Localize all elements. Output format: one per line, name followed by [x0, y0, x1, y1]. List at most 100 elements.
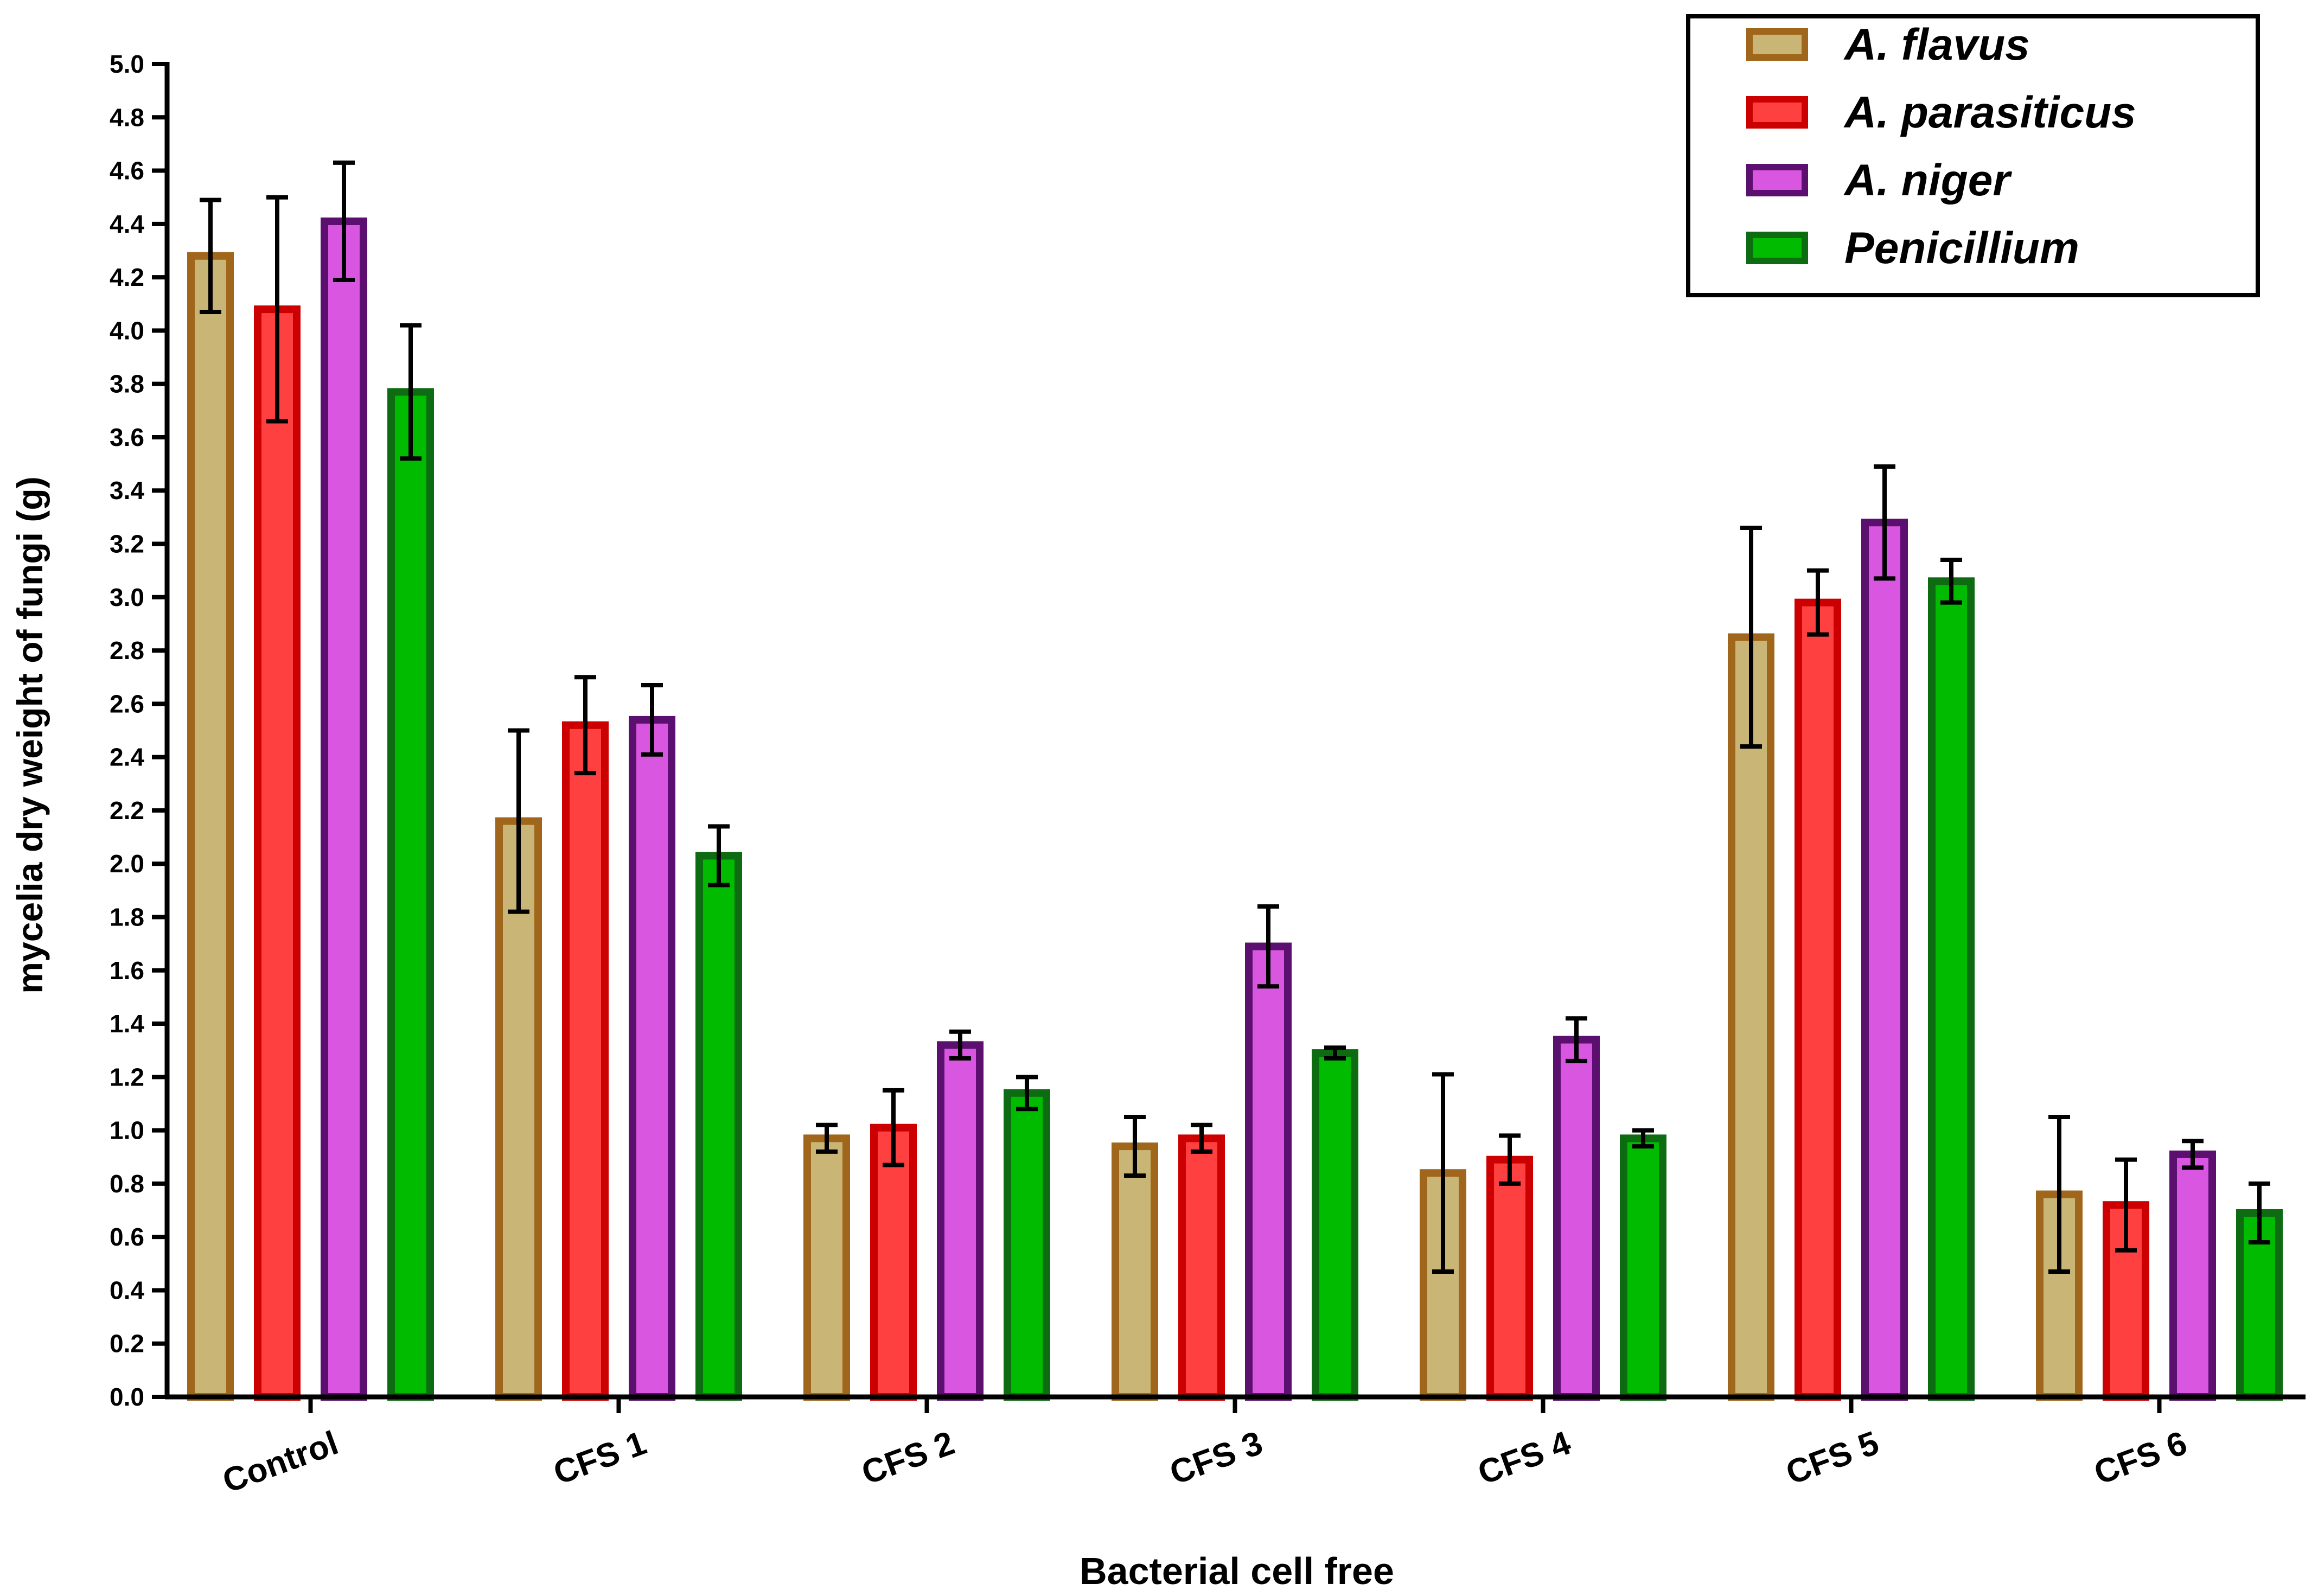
bar-aparasiticus [1178, 1134, 1225, 1401]
error-bar [2182, 1139, 2204, 1170]
error-bar [333, 160, 355, 283]
error-bar [1499, 1133, 1521, 1186]
y-tick-label: 2.2 [110, 796, 144, 825]
bar-aniger [2169, 1150, 2216, 1401]
error-bar [1432, 1072, 1454, 1274]
bar-aflavus [1728, 633, 1774, 1401]
bar-aniger [629, 716, 675, 1401]
y-tick-label: 4.8 [110, 103, 144, 131]
y-tick-label: 2.0 [110, 850, 144, 878]
error-bar [200, 197, 221, 315]
x-tick-label: CFS 5 [1781, 1424, 1884, 1492]
legend-swatch [1746, 96, 1808, 129]
error-bar [1124, 1115, 1146, 1178]
bar-aparasiticus [1486, 1155, 1533, 1401]
bars-group [187, 217, 2283, 1401]
error-bar [708, 824, 730, 888]
bar-aparasiticus [254, 305, 301, 1401]
y-tick-label: 3.8 [110, 370, 144, 398]
y-tick-label: 0.8 [110, 1170, 144, 1198]
error-bar [883, 1088, 904, 1167]
legend-item: A. niger [1746, 156, 2012, 205]
bar-penicillium [1928, 577, 1975, 1401]
error-bar [1874, 464, 1895, 581]
y-tick-label: 0.0 [110, 1383, 144, 1411]
bar-aparasiticus [1795, 598, 1841, 1401]
x-tick-label: CFS 3 [1165, 1424, 1268, 1492]
y-tick-label: 2.4 [110, 743, 144, 771]
y-tick-label: 4.4 [110, 210, 144, 238]
y-tick-label: 1.8 [110, 903, 144, 931]
bar-aparasiticus [2103, 1201, 2149, 1401]
legend-label: Penicillium [1844, 224, 2079, 273]
x-axis-title: Bacterial cell free [1080, 1550, 1394, 1592]
legend: A. flavus A. parasiticus A. niger Penicilli… [1686, 14, 2260, 297]
error-bar [508, 728, 529, 914]
y-tick-label: 3.0 [110, 583, 144, 611]
bar-aniger [1861, 519, 1908, 1401]
error-bar [2048, 1115, 2070, 1274]
y-tick-label: 3.6 [110, 423, 144, 451]
error-bar [949, 1029, 971, 1061]
error-bar [1632, 1128, 1654, 1149]
bar-aniger [937, 1041, 984, 1401]
bar-aparasiticus [870, 1123, 917, 1401]
error-bar [400, 323, 422, 461]
bar-penicillium [695, 852, 742, 1401]
bar-penicillium [1620, 1134, 1666, 1401]
error-bar [816, 1122, 838, 1154]
x-tick-label: CFS 2 [857, 1424, 960, 1492]
error-bar [574, 675, 596, 776]
bar-aniger [1553, 1036, 1600, 1401]
bar-penicillium [1004, 1089, 1050, 1401]
y-axis-title: mycelia dry weight of fungi (g) [10, 476, 50, 993]
y-tick-label: 1.6 [110, 956, 144, 985]
legend-item: A. flavus [1746, 20, 2030, 69]
error-bar [1740, 526, 1762, 749]
x-tick-label: CFS 1 [549, 1424, 652, 1492]
bar-aniger [1245, 942, 1292, 1401]
y-tick-label: 5.0 [110, 50, 144, 78]
y-tick-label: 2.6 [110, 690, 144, 718]
y-tick-label: 1.2 [110, 1063, 144, 1091]
bar-aparasiticus [562, 721, 609, 1401]
y-tick-label: 0.6 [110, 1223, 144, 1251]
y-tick-label: 2.8 [110, 636, 144, 665]
error-bar [1257, 904, 1279, 989]
bar-aflavus [803, 1134, 850, 1401]
legend-item: Penicillium [1746, 224, 2079, 273]
legend-label: A. niger [1843, 156, 2012, 205]
bar-aflavus [1112, 1142, 1158, 1401]
error-bar [1940, 558, 1962, 605]
x-tick-label: CFS 6 [2090, 1424, 2192, 1492]
legend-swatch [1746, 28, 1808, 61]
bar-aniger [321, 217, 367, 1401]
error-bar [1016, 1075, 1038, 1112]
legend-swatch [1746, 164, 1808, 196]
error-bar [1191, 1122, 1212, 1154]
x-tick-label: Control [218, 1424, 343, 1500]
error-bar [2115, 1157, 2137, 1253]
y-tick-label: 1.0 [110, 1116, 144, 1145]
bar-aflavus [187, 252, 234, 1401]
error-bar [641, 682, 663, 757]
y-tick-label: 4.6 [110, 157, 144, 185]
legend-label: A. parasiticus [1843, 88, 2136, 137]
y-tick-label: 3.4 [110, 476, 144, 505]
y-tick-label: 4.0 [110, 316, 144, 344]
error-bar [1807, 568, 1829, 637]
error-bar [1324, 1045, 1346, 1061]
y-tick-label: 0.2 [110, 1330, 144, 1358]
error-bar [2249, 1181, 2270, 1244]
legend-swatch [1746, 232, 1808, 264]
error-bar [1566, 1016, 1587, 1063]
axes-group [152, 62, 2306, 1413]
bar-penicillium [1312, 1049, 1358, 1401]
y-tick-label: 0.4 [110, 1276, 144, 1304]
y-tick-label: 1.4 [110, 1010, 144, 1038]
bar-penicillium [387, 388, 434, 1401]
legend-label: A. flavus [1843, 20, 2030, 69]
x-tick-label: CFS 4 [1473, 1424, 1576, 1492]
error-bars-group [200, 160, 2270, 1274]
